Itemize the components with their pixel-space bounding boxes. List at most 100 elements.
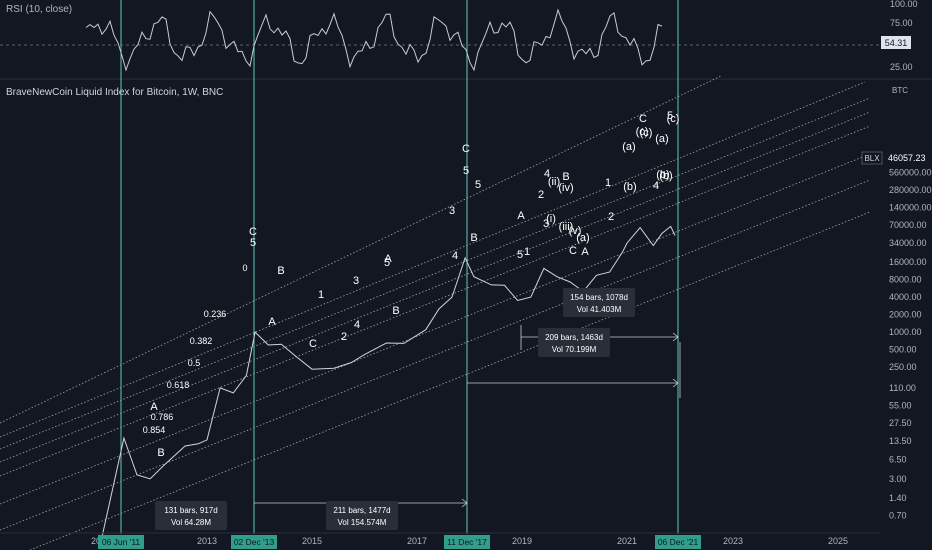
x-tick-label: 2015 [302,536,322,546]
wave-label: (c) [636,126,649,138]
wave-label: (i) [546,213,556,225]
y-tick-label: 16000.00 [889,257,927,267]
measure-box [326,501,398,530]
rsi-tick: 25.00 [890,62,913,72]
rsi-value-tag [881,36,911,49]
currency-label: BTC [892,86,908,95]
wave-label: (c) [640,127,653,139]
x-tick-label: 2019 [512,536,532,546]
wave-label: C [569,245,577,257]
wave-label: B [277,265,284,277]
measure-bars: 209 bars, 1463d [545,333,603,342]
wave-label: 3 [543,218,549,230]
wave-label: A [384,253,392,265]
fib-label: 0.236 [204,309,227,319]
wave-label: 5 [463,165,469,177]
x-marker-box [98,535,144,549]
y-tick-label: 560000.00 [889,167,932,177]
y-tick-label: 500.00 [889,345,917,355]
price-line [101,225,676,538]
fib-label: 0.854 [143,425,166,435]
wave-label: (a) [622,141,635,153]
wave-label: (ii) [548,176,560,188]
x-tick-label: 2017 [407,536,427,546]
channel-line [29,211,871,550]
channel-line [0,75,722,424]
measure-bars: 131 bars, 917d [164,506,217,515]
measure-box [155,501,227,530]
fib-label: 0.618 [167,380,190,390]
wave-label: 1 [318,289,324,301]
wave-label: C [249,226,257,238]
fib-label: 0.382 [190,336,213,346]
y-tick-label: 34000.00 [889,238,927,248]
measure-box [538,328,610,357]
channel-line [0,81,866,438]
wave-label: 4 [354,319,360,331]
wave-label: 3 [449,205,455,217]
wave-label: B [157,447,164,459]
wave-label: C [309,338,317,350]
wave-label: 4 [544,168,550,180]
rsi-value-text: 54.31 [885,38,908,48]
wave-label: 1 [605,177,611,189]
channel-line [0,153,871,505]
rsi-pane: 54.31 100.00 75.00 25.00 [0,0,918,72]
y-tick-label: 8000.00 [889,275,922,285]
wave-label: 4 [653,180,659,192]
main-title: BraveNewCoin Liquid Index for Bitcoin, 1… [6,87,224,98]
wave-label: B [470,232,477,244]
wave-label: 5 [250,237,256,249]
y-tick-label: 1000.00 [889,327,922,337]
symbol-tag [861,151,883,165]
y-tick-label: 2000.00 [889,310,922,320]
symbol-tag-text: BLX [864,154,880,163]
x-marker-label: 06 Dec '21 [658,537,699,547]
fib-label: 0.5 [188,358,201,368]
wave-label: A [517,210,525,222]
channel-lines [0,75,871,550]
measure-arrow [672,378,679,388]
wave-label: C [462,143,470,155]
rsi-title: RSI (10, close) [6,4,73,15]
wave-label: B [392,305,399,317]
wave-label: 5 [475,179,481,191]
measure-vol: Vol 154.574M [338,518,387,527]
wave-label: C [639,113,647,125]
x-marker-label: 06 Jun '11 [102,537,141,547]
rsi-line [85,8,663,72]
wave-label: A [581,246,589,258]
rsi-tick: 100.00 [890,0,918,9]
x-tick-label: 2021 [617,536,637,546]
wave-label: A [268,316,276,328]
fib-label: 0.786 [151,412,174,422]
wave-label: (a) [655,133,668,145]
channel-line [0,97,871,450]
x-tick-label: 2023 [723,536,743,546]
x-marker-label: 11 Dec '17 [447,537,487,547]
cycle-vertical-lines [120,0,679,534]
y-tick-label: 280000.00 [889,185,932,195]
measure-bars: 211 bars, 1477d [333,506,390,515]
measure-arrow [461,498,468,508]
channel-line [0,111,871,463]
wave-label: (iii) [559,221,574,233]
measure-ranges: 131 bars, 917d Vol 64.28M 211 bars, 1477… [155,288,681,530]
wave-label: (iv) [558,182,573,194]
y-tick-label: 110.00 [889,383,916,393]
wave-label: A [150,401,158,413]
wave-label: 5 [384,257,390,269]
wave-label: (v) [569,225,582,237]
y-tick-label: 6.50 [889,454,907,464]
wave-label: 2 [538,189,544,201]
wave-label: B [562,171,569,183]
price-tag-text: 46057.23 [888,153,926,163]
wave-label: 3 [353,275,359,287]
wave-label: (b) [656,169,669,181]
measure-bars: 154 bars, 1078d [570,293,628,302]
wave-label: 1 [524,246,530,258]
wave-label: 5 [667,110,673,122]
